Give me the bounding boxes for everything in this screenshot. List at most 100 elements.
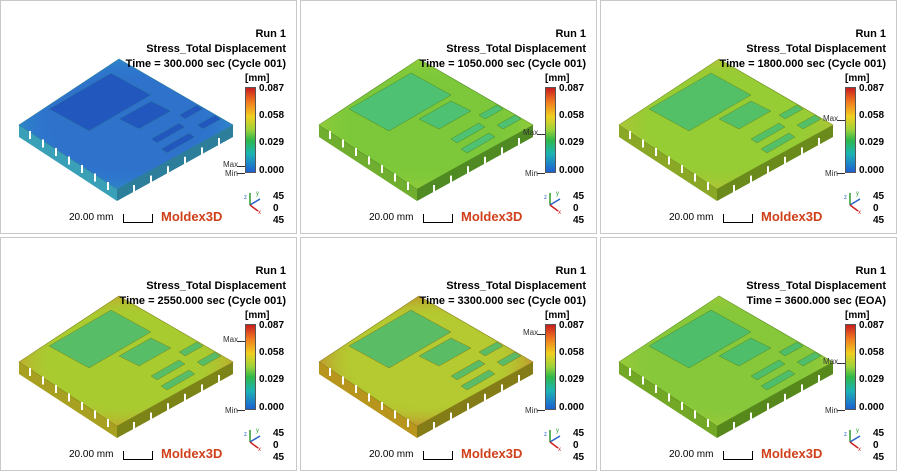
- svg-text:z: z: [544, 195, 547, 201]
- view-angle: 45: [873, 215, 885, 226]
- side-notch: [29, 368, 31, 376]
- board-side-right: [717, 125, 833, 201]
- side-notch: [467, 166, 469, 175]
- min-marker-line: [237, 410, 245, 411]
- view-angle: 0: [573, 440, 579, 451]
- side-notch: [642, 139, 644, 148]
- side-notch: [81, 402, 83, 410]
- side-notch: [818, 375, 820, 383]
- view-angle: 45: [573, 452, 585, 463]
- side-notch: [629, 131, 631, 139]
- legend-unit: [mm]: [245, 73, 270, 84]
- slot-2: [160, 132, 196, 154]
- moldex3d-logo: Moldex3D: [461, 446, 523, 461]
- moldex3d-logo: Moldex3D: [761, 446, 823, 461]
- legend-tick: 0.087: [859, 83, 885, 94]
- svg-text:x: x: [858, 447, 861, 452]
- slot-2: [760, 132, 796, 154]
- side-notch: [55, 385, 57, 393]
- side-notch: [42, 139, 44, 148]
- svg-text:x: x: [258, 210, 261, 215]
- svg-text:y: y: [856, 428, 859, 434]
- board-side-notches: [29, 368, 220, 430]
- max-marker-line: [537, 134, 545, 136]
- pocket-center: [418, 337, 472, 367]
- min-marker-line: [537, 173, 545, 174]
- board-edge-gradient: [319, 296, 533, 426]
- side-notch: [394, 173, 396, 182]
- side-notch: [518, 138, 520, 146]
- legend-tick: 0.000: [559, 165, 585, 176]
- legend-tick: 0.058: [559, 110, 585, 121]
- min-marker-line: [237, 173, 245, 174]
- scale-bar: [123, 214, 153, 223]
- run-label: Run 1: [555, 28, 586, 40]
- time-label: Time = 3300.000 sec (Cycle 001): [419, 295, 586, 307]
- pocket-center: [718, 337, 772, 367]
- run-label: Run 1: [555, 265, 586, 277]
- scale-bar: [123, 451, 153, 460]
- max-marker-label: Max: [223, 160, 239, 170]
- pocket-large: [648, 72, 752, 132]
- result-header: Run 1 Stress_Total Displacement Time = 1…: [420, 27, 586, 72]
- side-notch: [655, 385, 657, 393]
- side-notch: [342, 376, 344, 385]
- side-notch: [94, 410, 96, 419]
- moldex3d-logo: Moldex3D: [161, 446, 223, 461]
- side-notch: [355, 385, 357, 393]
- min-marker-line: [537, 410, 545, 411]
- slot-3: [178, 341, 204, 357]
- side-notch: [355, 148, 357, 156]
- slot-3: [178, 104, 204, 120]
- run-label: Run 1: [855, 28, 886, 40]
- run-label: Run 1: [255, 265, 286, 277]
- slot-3: [478, 104, 504, 120]
- view-angle: 0: [873, 440, 879, 451]
- legend-tick: 0.029: [559, 137, 585, 148]
- min-marker-line: [837, 410, 845, 411]
- side-notch: [150, 175, 152, 184]
- side-notch: [342, 139, 344, 148]
- side-notch: [29, 131, 31, 139]
- legend-tick: 0.029: [859, 374, 885, 385]
- max-marker-label: Max: [223, 335, 239, 345]
- result-panel: Run 1 Stress_Total Displacement Time = 3…: [600, 237, 897, 471]
- side-notch: [133, 185, 135, 193]
- pocket-large: [648, 309, 752, 369]
- slot-1: [450, 122, 486, 144]
- legend-tick: 0.058: [859, 347, 885, 358]
- legend-unit: [mm]: [545, 73, 570, 84]
- view-angle: 0: [273, 203, 279, 214]
- min-marker-label: Min: [225, 169, 238, 178]
- side-notch: [55, 148, 57, 156]
- side-notch: [167, 166, 169, 175]
- side-notch: [150, 412, 152, 421]
- slot-1: [150, 359, 186, 381]
- side-notch: [681, 165, 683, 173]
- axis-triad-icon: y z x: [544, 191, 561, 215]
- svg-text:z: z: [244, 195, 247, 201]
- side-notch: [381, 165, 383, 173]
- side-notch: [818, 138, 820, 146]
- part-model-view: [318, 295, 534, 438]
- view-angle: 45: [873, 191, 885, 202]
- view-angle: 45: [573, 215, 585, 226]
- board-features: [648, 309, 822, 391]
- color-legend-bar: [245, 324, 256, 410]
- legend-tick: 0.087: [859, 320, 885, 331]
- result-header: Run 1 Stress_Total Displacement Time = 2…: [120, 264, 286, 309]
- view-angle: 45: [873, 428, 885, 439]
- side-notch: [368, 156, 370, 165]
- board-features: [348, 72, 522, 154]
- board-side-right: [417, 125, 533, 201]
- board-side-notches: [29, 131, 220, 193]
- side-notch: [467, 403, 469, 412]
- side-notch: [629, 368, 631, 376]
- max-marker-line: [837, 362, 845, 364]
- side-notch: [733, 185, 735, 193]
- svg-text:z: z: [244, 432, 247, 438]
- board-edge-gradient: [319, 59, 533, 189]
- result-title: Stress_Total Displacement: [446, 43, 586, 55]
- legend-tick: 0.000: [859, 402, 885, 413]
